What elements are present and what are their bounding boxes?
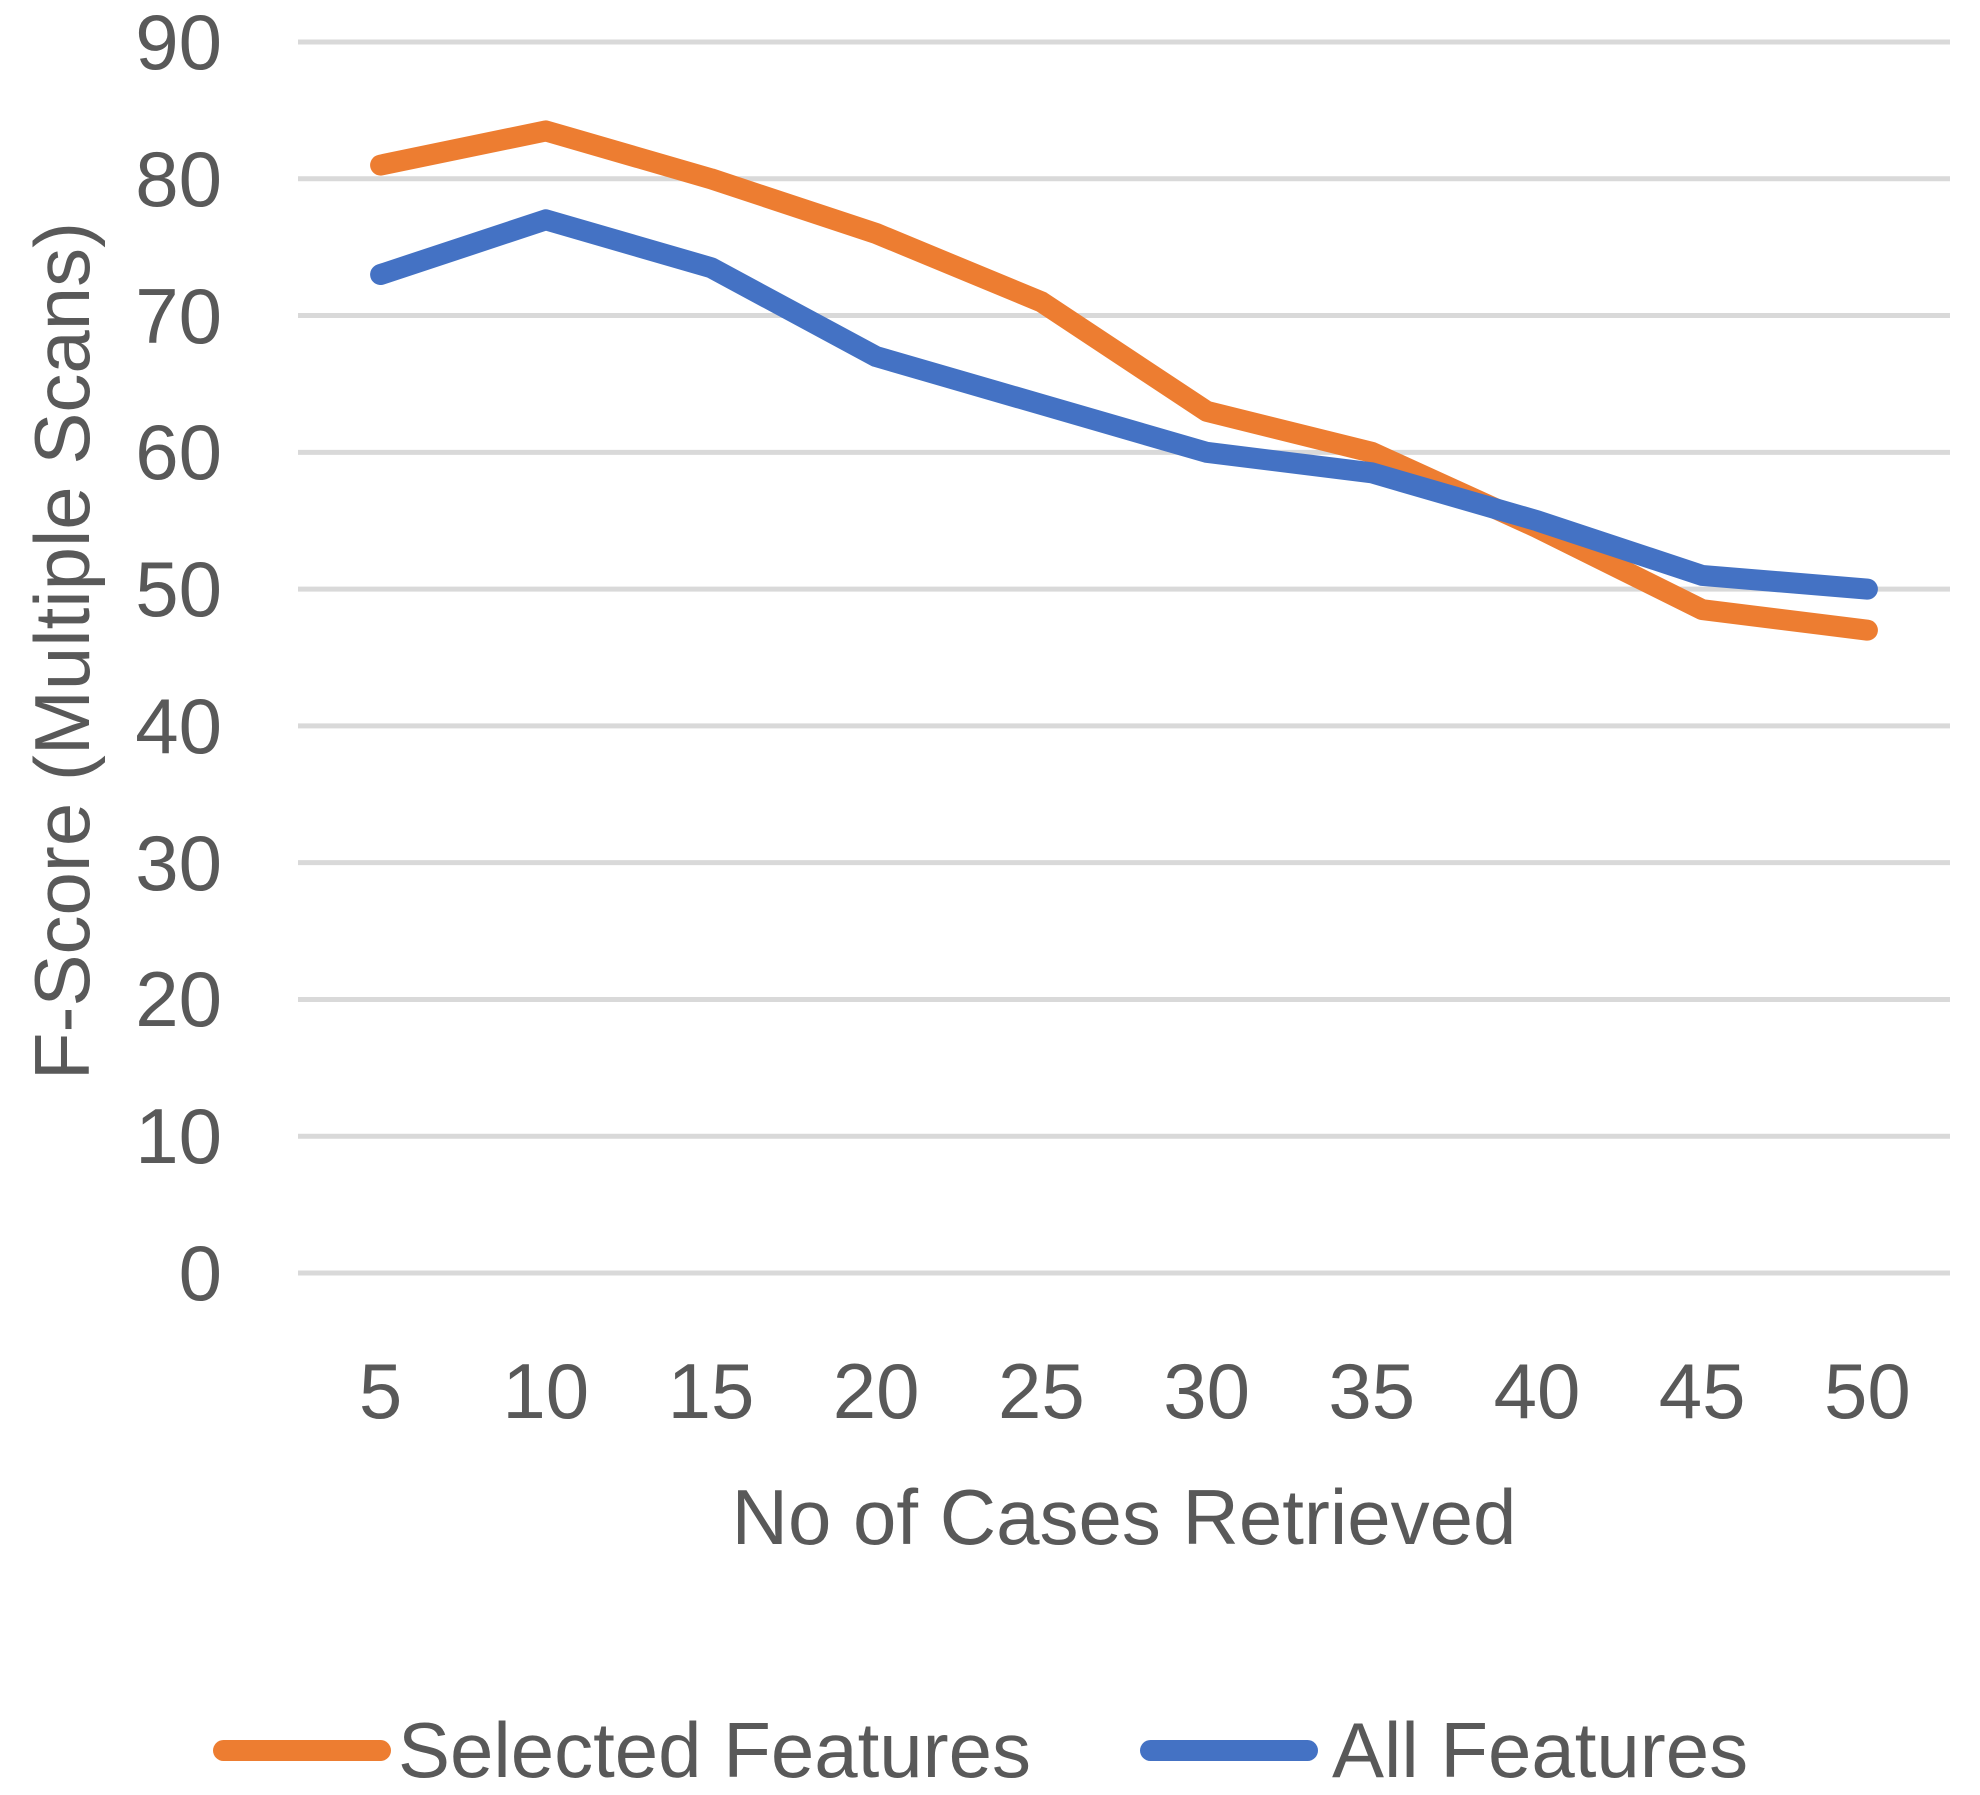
x-tick-label: 45 [1658, 1347, 1746, 1435]
y-tick-label: 0 [178, 1229, 222, 1317]
x-tick-label: 20 [832, 1347, 920, 1435]
x-tick-label: 10 [502, 1347, 590, 1435]
x-tick-label: 25 [998, 1347, 1085, 1435]
legend-label-selected-features: Selected Features [398, 1706, 1032, 1794]
x-axis-title: No of Cases Retrieved [731, 1473, 1517, 1561]
legend-item-all-features: All Features [1140, 1700, 1840, 1795]
x-tick-label: 35 [1328, 1347, 1416, 1435]
y-tick-label: 90 [135, 0, 222, 86]
x-tick-label: 30 [1163, 1347, 1250, 1435]
x-tick-label: 15 [667, 1347, 755, 1435]
y-tick-label: 60 [135, 408, 222, 497]
legend-item-selected-features: Selected Features [213, 1700, 1073, 1795]
x-tick-label: 50 [1824, 1347, 1911, 1435]
legend-swatch-selected-features-icon [213, 1740, 391, 1761]
y-tick-label: 10 [135, 1092, 222, 1181]
legend-label-all-features: All Features [1332, 1706, 1749, 1794]
series-line-all-features [370, 209, 1878, 600]
y-tick-label: 50 [135, 545, 222, 634]
y-tick-label: 70 [135, 271, 222, 360]
x-tick-label: 5 [358, 1347, 403, 1435]
x-tick-label: 40 [1493, 1347, 1581, 1435]
legend-swatch-all-features-icon [1140, 1740, 1318, 1761]
y-tick-label: 20 [135, 955, 222, 1044]
y-tick-label: 40 [135, 681, 222, 770]
legend: Selected Features All Features [0, 1700, 1980, 1795]
series-line-selected-features [370, 120, 1878, 641]
y-tick-label: 30 [135, 818, 222, 907]
y-tick-label: 80 [135, 134, 222, 223]
